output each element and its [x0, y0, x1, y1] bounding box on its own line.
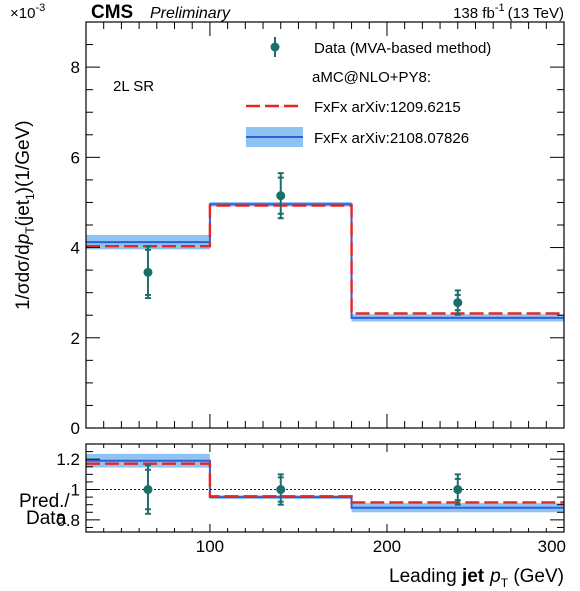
- ratio-y-tick-label-0: 0.8: [56, 511, 80, 530]
- upper-y-tick-label-1: 2: [71, 329, 80, 348]
- x-axis-label: Leading jet pT (GeV): [389, 566, 564, 590]
- ratio-blue-step-line: [86, 459, 564, 509]
- upper-y-tick-label-4: 8: [71, 58, 80, 77]
- x-tick-label-1: 200: [373, 537, 401, 556]
- upper-data-point-2: [453, 289, 463, 316]
- upper-y-tick-label-0: 0: [71, 419, 80, 438]
- ratio-ticks: 0.8 1 1.2: [56, 443, 565, 532]
- upper-red-step-line: [86, 204, 564, 315]
- legend-red-label: FxFx arXiv:1209.6215: [314, 99, 461, 116]
- ratio-red-step-line: [86, 462, 564, 504]
- ratio-y-tick-label-2: 1.2: [56, 450, 80, 469]
- ratio-y-label-line1: Pred./: [19, 491, 70, 512]
- scale-factor: ×10-3: [10, 2, 45, 22]
- ratio-data-point-0: [143, 464, 153, 515]
- upper-y-axis-label: 1/σdσ/dpT(jet1)(1/GeV): [13, 120, 37, 310]
- upper-data-layer: [143, 172, 463, 316]
- legend-blue-label: FxFx arXiv:2108.07826: [314, 130, 469, 147]
- upper-band-layer: [86, 201, 564, 322]
- ratio-data-layer: [143, 464, 463, 515]
- upper-y-tick-label-2: 4: [71, 239, 80, 258]
- x-tick-label-0: 100: [196, 537, 224, 556]
- upper-data-point-0: [143, 245, 153, 300]
- legend-group-title: aMC@NLO+PY8:: [312, 69, 431, 86]
- ratio-data-point-2: [453, 473, 463, 506]
- x-tick-labels: 100 200 300: [196, 537, 566, 556]
- legend: Data (MVA-based method) aMC@NLO+PY8: FxF…: [246, 37, 491, 147]
- upper-y-tick-label-3: 6: [71, 148, 80, 167]
- upper-ticks: 0 2 4 6 8: [71, 21, 565, 438]
- legend-data-marker: [270, 37, 280, 57]
- region-label: 2L SR: [113, 78, 154, 95]
- ratio-data-point-1: [276, 473, 286, 506]
- status-label: Preliminary: [150, 5, 231, 22]
- lumi-label: 138 fb-1 (13 TeV): [453, 2, 564, 22]
- ratio-frame: [85, 443, 565, 533]
- ratio-y-tick-label-1: 1: [71, 481, 80, 500]
- x-tick-label-2: 300: [538, 537, 566, 556]
- experiment-label: CMS: [91, 2, 133, 23]
- upper-blue-step-line: [86, 203, 564, 319]
- upper-line-layer: [86, 203, 564, 319]
- upper-data-point-1: [276, 172, 286, 220]
- ratio-y-label-line2: Data: [26, 508, 67, 529]
- legend-data-label: Data (MVA-based method): [314, 40, 491, 57]
- ratio-line-layer: [86, 459, 564, 509]
